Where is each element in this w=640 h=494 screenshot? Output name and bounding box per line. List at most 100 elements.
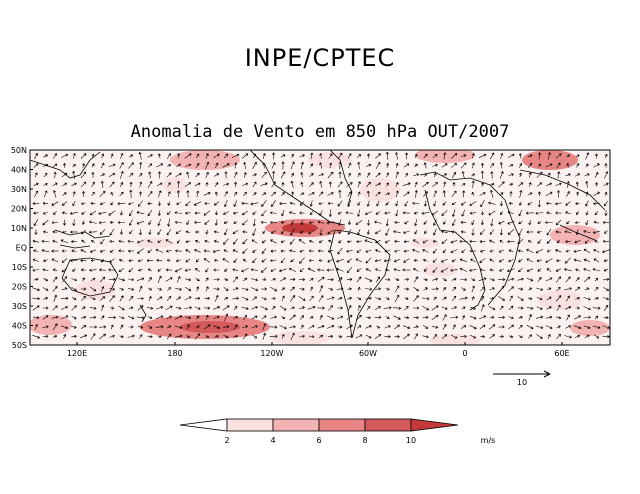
wind-vector xyxy=(499,171,504,179)
wind-vector xyxy=(72,153,76,159)
wind-vector xyxy=(261,297,267,301)
wind-vector xyxy=(174,315,183,320)
wind-vector xyxy=(52,182,58,187)
wind-vector xyxy=(214,294,219,302)
wind-vector xyxy=(213,277,220,282)
wind-vector xyxy=(299,211,305,215)
wind-vector xyxy=(42,334,49,338)
wind-vector xyxy=(535,315,544,319)
wind-vector xyxy=(421,305,430,311)
colorbar: 2 4 6 8 10 m/s xyxy=(179,418,495,445)
wind-vector xyxy=(365,287,373,291)
wind-vector xyxy=(441,306,448,310)
wind-vector xyxy=(80,153,87,159)
wind-vector xyxy=(308,192,315,196)
wind-vector xyxy=(357,161,361,169)
wind-vector xyxy=(393,306,402,310)
wind-vector xyxy=(431,315,439,320)
wind-vector xyxy=(413,259,419,263)
wind-vector xyxy=(461,183,466,186)
wind-vector xyxy=(460,230,467,234)
wind-vector xyxy=(338,189,342,198)
wind-vector xyxy=(195,153,200,159)
wind-vector xyxy=(432,267,438,273)
wind-vector xyxy=(509,295,513,302)
wind-vector xyxy=(404,287,409,291)
wind-vector xyxy=(518,153,522,159)
wind-vector xyxy=(231,153,240,158)
wind-vector xyxy=(604,191,608,197)
wind-vector xyxy=(262,230,266,234)
wind-vector xyxy=(213,287,220,291)
wind-vector xyxy=(356,297,362,300)
wind-vector xyxy=(413,276,419,283)
wind-vector xyxy=(72,219,76,226)
wind-vector xyxy=(156,296,163,301)
wind-vector xyxy=(32,316,40,320)
wind-vector xyxy=(281,230,285,234)
wind-vector xyxy=(148,287,152,291)
wind-vector xyxy=(365,325,372,329)
wind-vector xyxy=(393,230,401,234)
wind-vector xyxy=(545,220,553,225)
wind-vector xyxy=(270,230,276,234)
longitude-label: 0 xyxy=(462,349,467,358)
wind-vector xyxy=(327,258,334,263)
wind-vector xyxy=(557,171,561,179)
wind-vector xyxy=(205,267,209,273)
wind-vector xyxy=(147,249,153,253)
wind-vector xyxy=(507,153,515,159)
wind-vector xyxy=(499,192,504,196)
wind-vector xyxy=(603,297,609,301)
wind-vector xyxy=(556,304,561,312)
wind-vector xyxy=(110,191,114,196)
wind-vector xyxy=(52,230,58,234)
wind-vector xyxy=(584,276,591,283)
wind-vector xyxy=(385,297,390,300)
wind-vector xyxy=(451,258,457,263)
wind-vector xyxy=(442,296,447,301)
wind-vector xyxy=(499,201,504,207)
wind-vector xyxy=(80,229,87,235)
wind-vector xyxy=(138,151,142,160)
wind-vector xyxy=(357,209,361,217)
wind-vector xyxy=(281,333,285,339)
wind-vector xyxy=(423,200,427,207)
wind-vector xyxy=(174,211,183,215)
wind-vector xyxy=(421,297,430,301)
wind-vector xyxy=(186,324,190,330)
wind-vector xyxy=(212,249,221,253)
wind-vector xyxy=(261,239,267,244)
wind-vector xyxy=(394,239,400,243)
wind-vector xyxy=(488,324,496,330)
wind-vector xyxy=(603,268,609,272)
wind-vector xyxy=(80,268,86,272)
wind-vector xyxy=(260,220,267,224)
wind-vector xyxy=(138,173,143,177)
wind-vector xyxy=(440,267,449,273)
wind-vector xyxy=(602,249,610,254)
wind-vector xyxy=(450,249,458,254)
wind-vector xyxy=(119,324,124,330)
wind-vector xyxy=(574,221,580,225)
wind-vector xyxy=(545,277,553,282)
wind-vector xyxy=(376,276,380,283)
wind-vector xyxy=(346,334,353,338)
wind-vector xyxy=(243,314,247,321)
wind-vector xyxy=(519,189,523,198)
wind-vector xyxy=(527,240,532,243)
wind-vector xyxy=(307,305,316,310)
wind-vector xyxy=(90,297,96,301)
wind-vector xyxy=(138,285,143,293)
wind-vector xyxy=(223,325,230,329)
wind-vector xyxy=(422,325,429,329)
wind-vector xyxy=(167,287,171,291)
wind-vector xyxy=(347,258,352,263)
wind-vector xyxy=(431,325,439,329)
wind-vector xyxy=(594,277,599,282)
wind-vector xyxy=(52,335,58,338)
latitude-label: 50S xyxy=(12,341,27,350)
wind-vector xyxy=(32,287,40,292)
wind-vector xyxy=(146,306,154,310)
wind-vector xyxy=(471,173,475,177)
